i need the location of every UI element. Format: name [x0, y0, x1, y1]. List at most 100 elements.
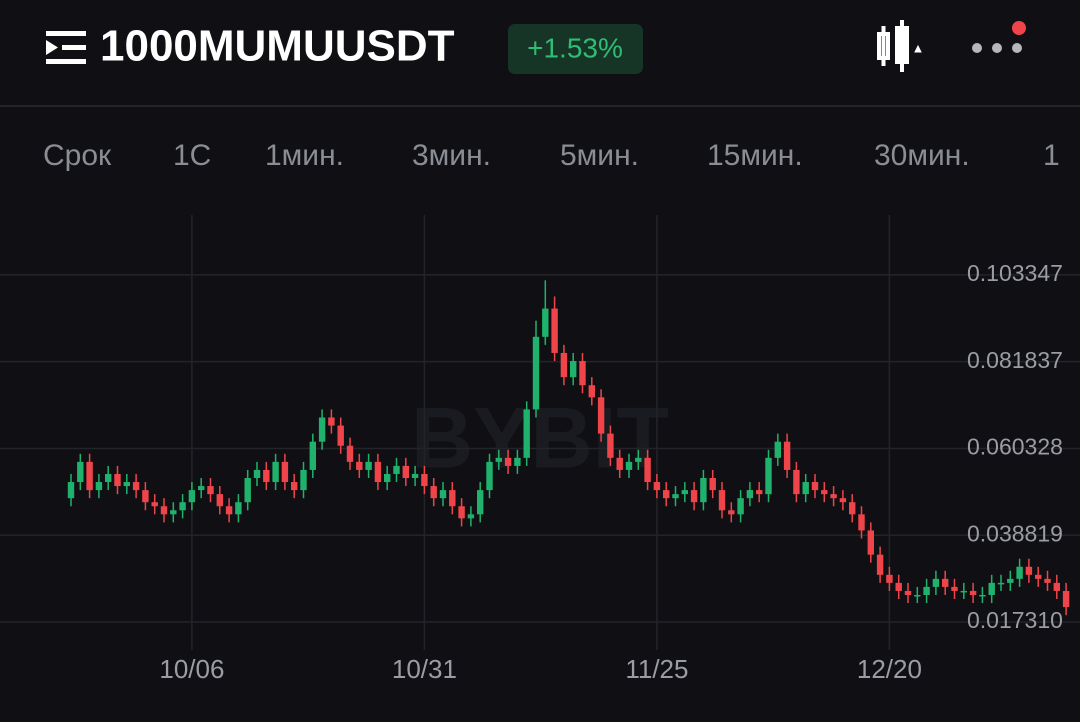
candle-body	[328, 417, 335, 426]
candle-body	[951, 586, 958, 591]
candle-body	[105, 473, 112, 483]
timeframe-tab[interactable]: 1С	[173, 139, 211, 172]
y-tick-label: 0.103347	[967, 260, 1063, 286]
candle-body	[300, 469, 307, 491]
candle-body	[681, 490, 688, 495]
timeframe-tab[interactable]: 1мин.	[265, 139, 344, 172]
timeframe-tab[interactable]: 1	[1043, 139, 1060, 172]
candle-body	[1025, 566, 1033, 575]
watermark: BYBIT	[411, 391, 669, 487]
candle-body	[449, 490, 456, 507]
candle-body	[579, 361, 586, 386]
chart-type-icon[interactable]	[877, 20, 922, 72]
timeframe-tab[interactable]: 30мин.	[874, 139, 970, 172]
candle-body	[570, 361, 577, 378]
candle-body	[830, 494, 837, 499]
candle-body	[1053, 582, 1060, 591]
menu-bar	[46, 59, 86, 64]
candle-body	[225, 506, 233, 515]
symbol[interactable]: 1000MUMUUSDT	[100, 22, 455, 71]
candle-body	[95, 482, 103, 491]
y-tick-label: 0.038819	[967, 520, 1063, 546]
candle-body	[1044, 578, 1051, 583]
y-tick-label: 0.060328	[967, 434, 1063, 460]
candle-body	[1035, 574, 1042, 579]
change-badge	[508, 24, 643, 74]
candle-body	[272, 461, 279, 483]
candle-body	[337, 425, 344, 446]
candle-body	[728, 510, 735, 515]
candle-body	[969, 590, 977, 595]
candle-body	[793, 469, 800, 495]
candle-body	[588, 385, 595, 398]
timeframe-tab[interactable]: Срок	[43, 139, 112, 172]
candle-body	[663, 490, 670, 499]
candle-body	[932, 578, 940, 587]
candle-body	[486, 461, 493, 491]
candle-body	[86, 461, 93, 491]
x-tick-label: 10/06	[159, 654, 224, 684]
candle-body	[346, 445, 354, 462]
candle-body	[384, 473, 391, 483]
candle-body	[886, 574, 893, 583]
candle-body	[700, 478, 707, 503]
menu-bar	[62, 45, 86, 50]
menu-icon[interactable]	[46, 31, 86, 64]
candle-body	[690, 490, 698, 503]
notification-dot	[1012, 21, 1026, 35]
candle-body	[402, 465, 409, 479]
candle-body	[514, 457, 521, 466]
candle-body	[421, 473, 428, 487]
candle-body	[644, 457, 651, 483]
candle-body	[393, 465, 400, 474]
candle-body	[839, 498, 847, 503]
candle-body	[625, 461, 633, 470]
candle-body	[560, 352, 568, 378]
candle-body	[718, 490, 726, 511]
candle-body	[1007, 578, 1014, 583]
candle-body	[802, 482, 809, 495]
candle-body	[253, 469, 261, 479]
candle-body	[160, 506, 168, 515]
timeframe-tab[interactable]: 3мин.	[412, 139, 491, 172]
candle-body	[914, 594, 921, 597]
candle-body	[821, 490, 828, 495]
candle-body	[923, 586, 930, 595]
candle-body	[783, 441, 791, 470]
candle-body	[207, 486, 214, 495]
candle-body	[988, 582, 995, 595]
candle-body	[997, 582, 1005, 585]
menu-bar	[46, 31, 86, 36]
candle-body	[597, 397, 605, 434]
y-tick-label: 0.017310	[967, 607, 1063, 633]
icon-part	[914, 44, 922, 53]
candle-body	[523, 409, 530, 458]
candle-body	[477, 490, 484, 515]
more-icon[interactable]	[972, 21, 1026, 53]
candle-body	[151, 502, 158, 507]
candle-body	[942, 578, 949, 587]
candle-body	[895, 582, 902, 591]
candle-body	[244, 478, 251, 503]
candle-body	[142, 490, 149, 503]
candle-body	[374, 461, 382, 483]
timeframe-tab[interactable]: 5мин.	[560, 139, 639, 172]
timeframe-tab[interactable]: 15мин.	[707, 139, 803, 172]
candle-body	[281, 461, 289, 483]
candle-body	[876, 554, 884, 575]
candle-body	[467, 514, 475, 519]
candle-body	[672, 494, 679, 499]
candle-body	[411, 473, 419, 479]
candle-body	[709, 478, 716, 491]
candle-body	[653, 482, 661, 491]
candle-body	[132, 482, 140, 491]
tabs: Срок 1С 1мин. 3мин. 5мин. 15мин. 30мин. 1	[43, 139, 1060, 172]
candle-body	[430, 486, 437, 499]
candle-body	[365, 461, 372, 470]
candle-body	[318, 417, 326, 442]
candle-body	[551, 308, 558, 353]
menu-arrow	[46, 40, 58, 55]
candle-body	[198, 486, 205, 491]
candle-body	[1062, 590, 1070, 608]
